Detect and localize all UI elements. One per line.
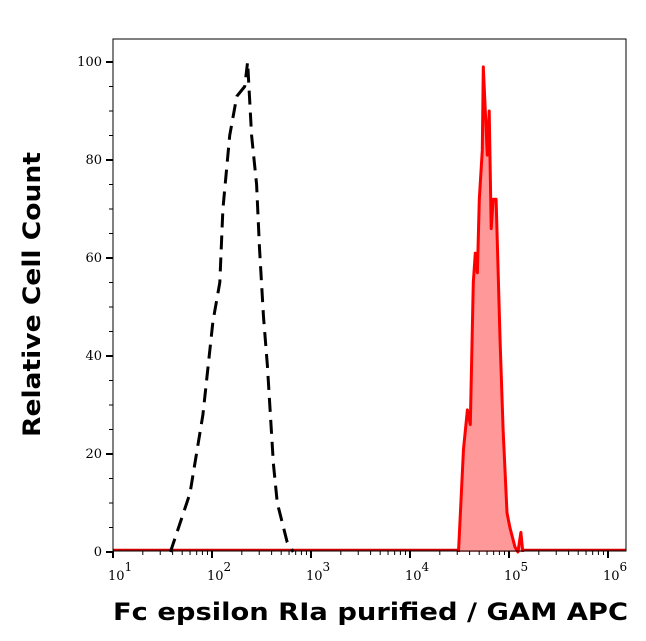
series-line-0: [168, 60, 295, 553]
x-tick-label: 102: [207, 560, 231, 584]
series-layer: [113, 60, 626, 554]
x-tick-label: 105: [504, 560, 528, 584]
y-tick-label: 100: [77, 55, 102, 70]
y-axis-label: Relative Cell Count: [18, 152, 46, 437]
x-tick-label: 101: [108, 560, 132, 584]
x-tick-label: 104: [405, 560, 430, 584]
x-tick-label: 106: [603, 560, 627, 584]
series-line-1: [457, 65, 525, 554]
y-tick-label: 80: [85, 153, 102, 168]
plot-frame: [112, 38, 627, 552]
x-tick-label: 103: [306, 560, 330, 584]
series-fill-1: [458, 66, 523, 553]
y-tick-label: 40: [85, 349, 102, 364]
y-tick-label: 60: [85, 251, 102, 266]
x-axis-label: Fc epsilon RIa purified / GAM APC: [113, 598, 628, 626]
y-tick-label: 20: [85, 447, 102, 462]
axes-layer: 101 102 103 104 105 106 0 20 40 60 80 100: [77, 55, 627, 584]
y-tick-label: 0: [94, 545, 102, 560]
